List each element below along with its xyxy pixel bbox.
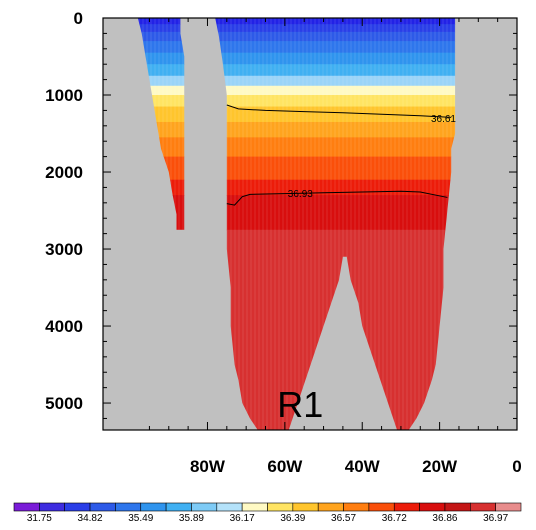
x-tick-label-1: 60W [267, 457, 303, 476]
colorbar-swatch-18 [469, 502, 496, 512]
depth-layer-2 [137, 31, 456, 42]
colorbar-swatch-5 [140, 502, 167, 512]
colorbar-swatch-11 [292, 502, 319, 512]
colorbar-swatch-3 [89, 502, 116, 512]
depth-layer-6 [137, 75, 456, 87]
y-tick-label-3: 3000 [45, 240, 83, 259]
colorbar-swatch-0 [13, 502, 40, 512]
colorbar-swatch-2 [64, 502, 91, 512]
mid-ocean-ridge [288, 256, 398, 430]
contour-line-0 [226, 104, 452, 118]
colorbar-swatch-13 [343, 502, 370, 512]
colorbar-swatch-14 [368, 502, 395, 512]
axes: 0 1000 2000 3000 4000 5000 80W 60W 40W 20W 0 [45, 9, 522, 476]
y-tick-label-0: 0 [74, 9, 83, 28]
colorbar-label-4: 36.17 [230, 513, 255, 524]
x-tick-label-0: 80W [190, 457, 226, 476]
colorbar-label-5: 36.39 [280, 513, 305, 524]
colorbar: 31.75 34.82 35.49 35.89 36.17 36.39 36.57 36.72… [13, 502, 522, 524]
colorbar-swatch-19 [495, 502, 522, 512]
x-tick-label-3: 20W [422, 457, 458, 476]
colorbar-label-2: 35.49 [128, 513, 153, 524]
colorbar-label-7: 36.72 [382, 513, 407, 524]
colorbar-swatch-10 [267, 502, 294, 512]
y-tick-label-2: 2000 [45, 163, 83, 182]
depth-layer-1 [137, 24, 456, 33]
colorbar-swatch-12 [317, 502, 344, 512]
y-tick-label-4: 4000 [45, 317, 83, 336]
colorbar-label-9: 36.97 [483, 513, 508, 524]
colorbar-swatch-9 [241, 502, 268, 512]
colorbar-swatch-8 [216, 502, 243, 512]
y-tick-label-1: 1000 [45, 86, 83, 105]
contour-label-0: 36.61 [431, 114, 456, 125]
plot-area: 36.61 36.93 R1 [103, 18, 517, 430]
colorbar-swatch-15 [393, 502, 420, 512]
colorbar-label-0: 31.75 [27, 513, 52, 524]
plot-frame [102, 17, 518, 431]
y-tick-label-5: 5000 [45, 394, 83, 413]
x-tick-label-4: 0 [512, 457, 521, 476]
colorbar-swatch-6 [165, 502, 192, 512]
colorbar-label-8: 36.86 [432, 513, 457, 524]
colorbar-swatch-17 [444, 502, 471, 512]
depth-layer-7 [137, 85, 456, 96]
region-label-0: R1 [277, 384, 323, 425]
depth-layer-0 [137, 18, 456, 25]
colorbar-label-1: 34.82 [78, 513, 103, 524]
contour-label-1: 36.93 [288, 189, 313, 200]
colorbar-swatch-7 [191, 502, 218, 512]
colorbar-swatch-1 [39, 502, 65, 512]
contour-line-1 [226, 190, 448, 206]
x-tick-label-2: 40W [345, 457, 381, 476]
colorbar-label-6: 36.57 [331, 513, 356, 524]
colorbar-swatch-16 [419, 502, 446, 512]
colorbar-label-3: 35.89 [179, 513, 204, 524]
colorbar-swatch-4 [115, 502, 142, 512]
